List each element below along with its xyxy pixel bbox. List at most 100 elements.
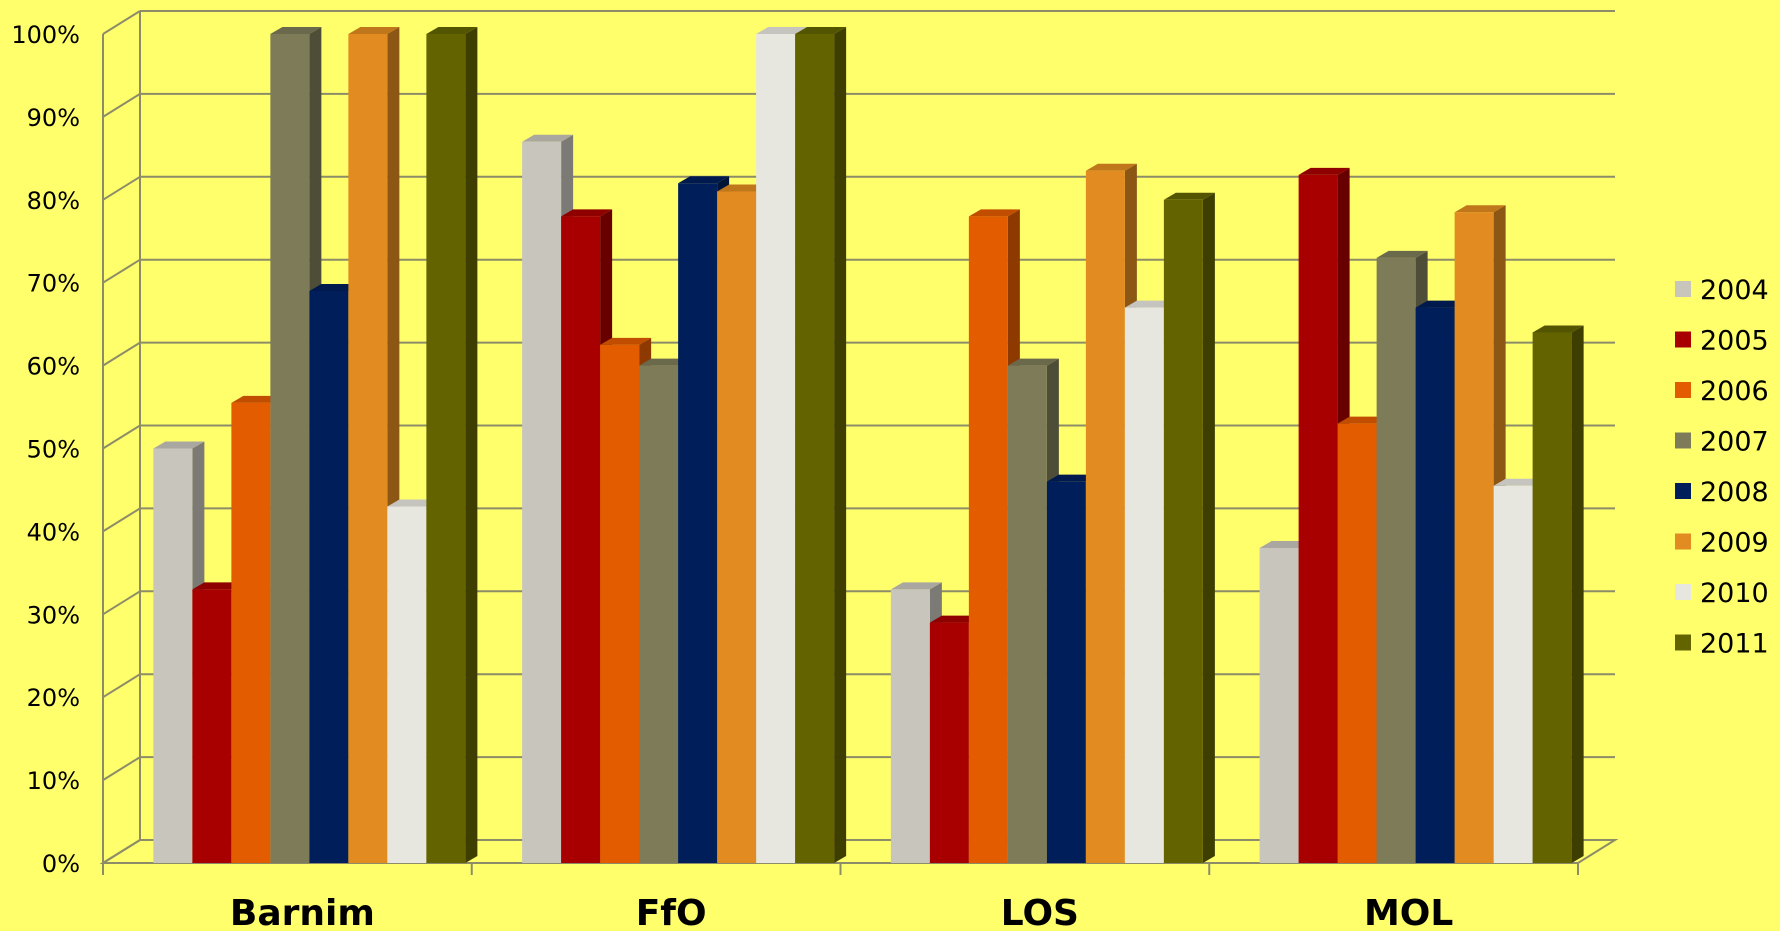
legend-swatch [1675,533,1691,550]
bar-mol-2005 [1298,174,1338,863]
y-tick-label: 50% [27,436,80,464]
y-tick-label: 40% [27,518,80,546]
y-tick-label: 0% [42,850,80,878]
x-category-label: FfO [636,893,707,931]
bar-top [1415,300,1467,308]
bar-ffo-2010 [756,34,796,863]
y-tick-label: 70% [27,270,80,298]
bar-top [1259,540,1311,548]
gridline-depth [102,756,141,781]
gridline-depth [102,175,141,201]
bar-top [1532,325,1584,333]
bar-side [1571,325,1584,863]
bar-ffo-2007 [639,365,679,863]
bar-barnim-2007 [270,34,310,863]
y-tick-label: 20% [27,684,80,712]
bar-top [929,615,981,623]
bar-top [1454,205,1506,213]
bar-los-2011 [1163,199,1203,864]
legend-swatch [1675,584,1691,600]
legend-swatch [1675,432,1691,449]
bar-los-2006 [968,216,1008,863]
bar-top [1163,192,1215,200]
bar-top [1337,416,1389,424]
bar-ffo-2008 [678,183,718,864]
bar-top [1376,250,1428,258]
bar-top [426,27,478,34]
bar-los-2009 [1085,170,1125,863]
bar-top [1046,474,1098,482]
gridline-depth [102,424,141,450]
gridline-depth [102,507,141,533]
bar-top [756,27,808,34]
bar-top [387,499,439,507]
legend-swatch [1675,281,1691,297]
bar-top [1124,300,1176,308]
y-tick-label: 90% [27,104,80,132]
y-tick-label: 100% [11,21,80,49]
bar-top [678,176,730,184]
y-tick-label: 30% [27,601,80,629]
legend-swatch [1675,331,1691,348]
legend-entry: 2005 [1700,326,1769,357]
bar-top [890,582,942,590]
bar-barnim-2004 [153,448,193,863]
legend-entry: 2006 [1700,376,1769,407]
bar-barnim-2011 [426,34,466,863]
bar-top [600,337,652,345]
bar-mol-2011 [1532,332,1572,863]
gridline-depth [102,839,141,864]
bar-mol-2007 [1376,257,1416,864]
bar-top [153,441,205,449]
gridline-depth [102,258,141,284]
gridline-depth [102,673,141,699]
legend-entry: 2007 [1700,427,1769,458]
bar-top [231,395,283,403]
y-tick-label: 60% [27,353,80,381]
gridline-depth [102,341,141,367]
bar-side [1202,192,1215,864]
y-tick-label: 10% [27,767,80,795]
bar-barnim-2006 [231,402,271,863]
bar-los-2005 [929,622,969,863]
legend-entry: 2010 [1700,578,1769,609]
x-category-label: Barnim [230,893,375,931]
bar-top [1298,167,1350,175]
gridline-depth [102,10,141,35]
gridline-depth [102,590,141,616]
bar-top [717,184,769,192]
bar-top [192,582,244,590]
bar-mol-2009 [1454,212,1494,864]
bar-top [968,209,1020,217]
bar-top [348,27,400,34]
legend-swatch [1675,483,1691,499]
legend-entry: 2009 [1700,528,1769,559]
bar-side [465,27,478,863]
bar-ffo-2004 [522,141,562,863]
x-category-label: MOL [1364,893,1453,931]
bar-top [1493,478,1545,486]
bar-top [1085,163,1137,171]
bar-top [270,27,322,34]
bar-ffo-2006 [600,344,640,863]
bar-los-2010 [1124,307,1164,863]
bar-mol-2004 [1259,547,1299,863]
bar-top [309,283,361,291]
bar-barnim-2005 [192,589,232,863]
gridline-depth [102,93,141,118]
bar-mol-2008 [1415,307,1455,863]
bar-top [1007,358,1059,366]
bar-barnim-2010 [387,506,427,863]
bar-mol-2010 [1493,485,1533,863]
bar-mol-2006 [1337,423,1377,863]
legend-entry: 2004 [1700,275,1769,306]
legend-swatch [1675,634,1691,651]
x-category-label: LOS [1001,893,1079,931]
y-tick-label: 80% [27,187,80,215]
legend-entry: 2008 [1700,477,1769,508]
bar-top [639,358,691,366]
legend-swatch [1675,382,1691,398]
bar-top [561,209,613,217]
